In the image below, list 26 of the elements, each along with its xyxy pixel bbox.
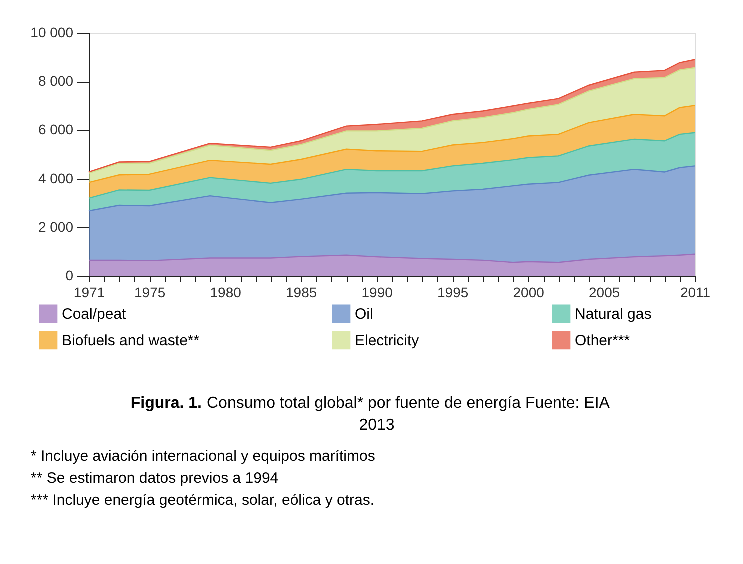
- legend-label: Natural gas: [575, 306, 652, 323]
- text: * Incluye aviación internacional y equipos marítimos: [31, 448, 376, 465]
- x-tick-label: 1990: [362, 284, 394, 300]
- y-tick-label: 0: [66, 268, 74, 284]
- x-tick-label: 1975: [134, 284, 166, 300]
- text: Figura. 1.: [130, 395, 202, 412]
- text: *** Incluye energía geotérmica, solar, eólica y otras.: [31, 492, 375, 509]
- x-tick-label: 1971: [74, 284, 106, 300]
- x-tick-label: 2005: [589, 284, 620, 300]
- legend-label: Other***: [575, 332, 630, 350]
- legend-label: Electricity: [355, 332, 420, 350]
- y-tick-label: 6 000: [38, 122, 74, 138]
- x-tick-label: 1980: [210, 284, 242, 300]
- legend-label: Coal/peat: [62, 306, 128, 323]
- x-tick-label: 1985: [286, 284, 318, 300]
- y-tick-label: 2 000: [38, 218, 74, 235]
- legend-label: Biofuels and waste**: [62, 332, 200, 350]
- x-tick-label: 1995: [438, 284, 469, 300]
- text: Consumo total global* por fuente de energía Fuente: EIA 2013: [207, 395, 610, 434]
- legend-label: Oil: [355, 306, 374, 323]
- x-tick-label: 2011: [680, 284, 711, 300]
- y-tick-label: 8 000: [38, 73, 74, 90]
- y-tick-label: 10 000: [30, 24, 74, 40]
- x-tick-label: 2000: [513, 284, 545, 300]
- text: ** Se estimaron datos previos a 1994: [31, 470, 279, 487]
- y-tick-label: 4 000: [38, 170, 74, 186]
